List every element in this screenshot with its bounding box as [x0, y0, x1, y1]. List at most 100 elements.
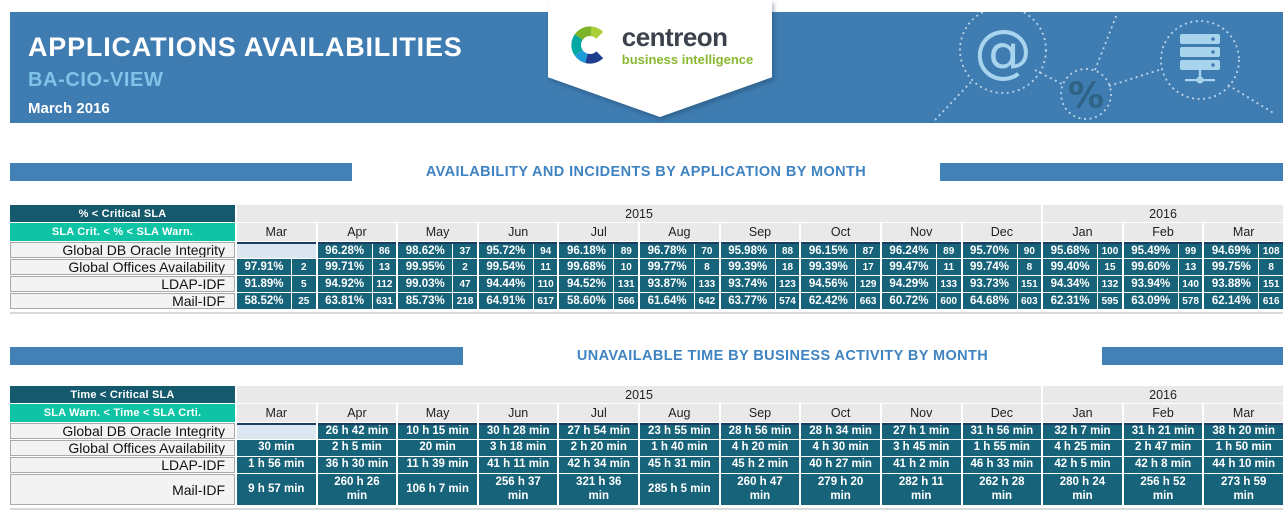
- data-cell: 94.92% 112: [317, 276, 397, 292]
- data-cell: 20 min: [398, 440, 477, 456]
- incident-count: 151: [1258, 276, 1283, 292]
- row-label-cell: Global DB Oracle Integrity: [10, 423, 235, 439]
- availability-percent: 97.91%: [244, 261, 284, 273]
- year-cell: 2016: [1043, 205, 1283, 222]
- data-cell: 28 h 56 min: [720, 423, 800, 439]
- data-cell: 94.44% 110: [478, 276, 558, 292]
- incident-count: 11: [532, 259, 558, 275]
- availability-percent: 96.28%: [325, 245, 365, 257]
- data-cell: 256 h 52 min: [1123, 474, 1203, 505]
- data-cell: 93.94% 140: [1123, 276, 1203, 292]
- availability-percent: 99.60%: [1131, 261, 1171, 273]
- month-cell: Dec: [962, 404, 1042, 422]
- incident-count: 86: [371, 244, 397, 258]
- month-cell: Mar: [237, 223, 316, 241]
- data-cell: 63.09% 578: [1123, 293, 1203, 309]
- data-cell: 260 h 47 min: [720, 474, 800, 505]
- data-cell: 2 h 47 min: [1123, 440, 1203, 456]
- data-cell: 2 h 5 min: [317, 440, 397, 456]
- incident-count: 17: [855, 259, 880, 275]
- availability-percent: 96.24%: [889, 245, 929, 257]
- incident-count: 574: [774, 293, 800, 309]
- decorative-bar: [1102, 347, 1283, 365]
- centreon-wordmark: centreon: [621, 22, 728, 52]
- empty-cell: [237, 423, 316, 439]
- row-label-cell: LDAP-IDF: [10, 276, 235, 292]
- data-cell: 1 h 55 min: [962, 440, 1042, 456]
- data-cell: 23 h 55 min: [640, 423, 719, 439]
- row-label-cell: Global Offices Availability: [10, 440, 235, 456]
- data-cell: 4 h 25 min: [1043, 440, 1122, 456]
- empty-cell: [237, 242, 316, 258]
- availability-percent: 99.77%: [647, 261, 687, 273]
- availability-percent: 95.72%: [486, 245, 526, 257]
- incident-count: 99: [1177, 244, 1203, 258]
- month-cell: Jan: [1043, 404, 1122, 422]
- data-cell: 85.73% 218: [398, 293, 477, 309]
- availability-percent: 96.15%: [808, 245, 848, 257]
- data-cell: 30 h 28 min: [478, 423, 558, 439]
- data-cell: 262 h 28 min: [962, 474, 1042, 505]
- data-cell: 41 h 11 min: [478, 457, 558, 473]
- incident-count: 13: [371, 259, 397, 275]
- data-cell: 32 h 7 min: [1043, 423, 1122, 439]
- data-cell: 285 h 5 min: [640, 474, 719, 505]
- data-cell: 11 h 39 min: [398, 457, 477, 473]
- data-cell: 99.60% 13: [1123, 259, 1203, 275]
- data-cell: 93.88% 151: [1204, 276, 1283, 292]
- data-cell: 27 h 54 min: [559, 423, 639, 439]
- availability-percent: 99.39%: [728, 261, 768, 273]
- month-cell: Feb: [1123, 404, 1203, 422]
- availability-percent: 91.89%: [244, 278, 284, 290]
- row-label-cell: Mail-IDF: [10, 293, 235, 309]
- availability-percent: 95.98%: [728, 245, 768, 257]
- data-cell: 256 h 37 min: [478, 474, 558, 505]
- month-cell: Feb: [1123, 223, 1203, 241]
- incident-count: 2: [291, 259, 316, 275]
- data-cell: 99.74% 8: [962, 259, 1042, 275]
- availability-percent: 99.68%: [566, 261, 606, 273]
- year-cell: 2015: [237, 386, 1042, 403]
- availability-percent: 62.42%: [808, 295, 848, 307]
- legend-warning-cell: SLA Warn. < Time < SLA Crti.: [10, 404, 235, 422]
- availability-percent: 94.44%: [486, 278, 526, 290]
- data-cell: 94.56% 129: [801, 276, 880, 292]
- month-cell: Dec: [962, 223, 1042, 241]
- data-cell: 260 h 26 min: [317, 474, 397, 505]
- data-cell: 95.68% 100: [1043, 242, 1122, 258]
- incident-count: 87: [855, 244, 880, 258]
- data-cell: 62.14% 616: [1204, 293, 1283, 309]
- centreon-ribbon: centreon business intelligence: [548, 0, 772, 117]
- unavailable-time-table: Time < Critical SLA SLA Warn. < Time < SL…: [10, 386, 1283, 505]
- availability-percent: 95.49%: [1131, 245, 1171, 257]
- incident-count: 90: [1016, 244, 1042, 258]
- availability-percent: 58.52%: [244, 295, 284, 307]
- availability-percent: 93.73%: [970, 278, 1010, 290]
- data-cell: 27 h 1 min: [881, 423, 961, 439]
- incident-count: 15: [1097, 259, 1122, 275]
- incident-count: 617: [532, 293, 558, 309]
- availability-percent: 99.95%: [405, 261, 445, 273]
- data-cell: 1 h 40 min: [640, 440, 719, 456]
- data-cell: 44 h 10 min: [1204, 457, 1283, 473]
- data-cell: 30 min: [237, 440, 316, 456]
- data-cell: 62.42% 663: [801, 293, 880, 309]
- data-cell: 64.68% 603: [962, 293, 1042, 309]
- month-cell: Mar: [1204, 223, 1283, 241]
- data-cell: 96.28% 86: [317, 242, 397, 258]
- incident-count: 13: [1177, 259, 1203, 275]
- report-title: APPLICATIONS AVAILABILITIES: [28, 32, 463, 62]
- decorative-bar: [10, 347, 463, 365]
- incident-count: 123: [774, 276, 800, 292]
- month-cell: Oct: [801, 223, 880, 241]
- incident-count: 566: [613, 293, 638, 309]
- incident-count: 70: [694, 244, 719, 258]
- availability-percent: 99.39%: [808, 261, 848, 273]
- data-cell: 62.31% 595: [1043, 293, 1122, 309]
- data-cell: 60.72% 600: [881, 293, 961, 309]
- data-cell: 99.75% 8: [1204, 259, 1283, 275]
- legend-critical-cell: Time < Critical SLA: [10, 386, 235, 403]
- data-cell: 58.60% 566: [559, 293, 639, 309]
- data-cell: 99.39% 18: [720, 259, 800, 275]
- data-cell: 99.03% 47: [398, 276, 477, 292]
